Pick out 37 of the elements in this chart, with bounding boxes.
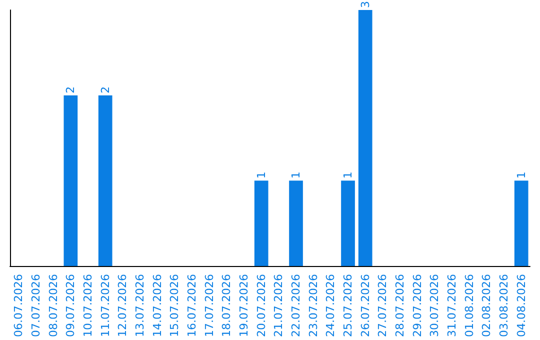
- x-tick-label: 07.07.2026: [30, 274, 42, 338]
- data-label: 1: [254, 172, 268, 179]
- x-tick-label: 13.07.2026: [134, 274, 146, 338]
- x-tick-label: 14.07.2026: [150, 274, 164, 338]
- data-label: 2: [98, 86, 112, 94]
- data-label: 2: [64, 86, 78, 94]
- x-tick-label: 08.07.2026: [46, 274, 60, 338]
- data-label: 3: [358, 1, 372, 8]
- x-tick-label: 18.07.2026: [220, 274, 234, 338]
- x-tick-label: 21.07.2026: [272, 274, 286, 338]
- x-tick-label: 31.07.2026: [446, 274, 458, 338]
- x-tick-label: 01.08.2026: [462, 274, 476, 338]
- x-tick-label: 22.07.2026: [290, 274, 302, 338]
- data-label: 1: [342, 172, 354, 179]
- x-tick-label: 27.07.2026: [376, 274, 390, 338]
- x-tick-label: 30.07.2026: [428, 274, 442, 338]
- x-tick-label: 15.07.2026: [168, 274, 182, 338]
- x-tick-label: 24.07.2026: [324, 274, 338, 338]
- data-label: 1: [290, 172, 302, 179]
- x-tick-label: 12.07.2026: [116, 274, 130, 338]
- x-tick-label: 26.07.2026: [358, 274, 372, 338]
- data-label: 1: [514, 172, 528, 179]
- x-tick-label: 17.07.2026: [202, 274, 216, 338]
- x-tick-label: 09.07.2026: [64, 274, 78, 338]
- x-tick-label: 19.07.2026: [238, 274, 250, 338]
- x-tick-label: 16.07.2026: [186, 274, 198, 338]
- x-tick-label: 29.07.2026: [410, 274, 424, 338]
- x-tick-label: 06.07.2026: [12, 274, 26, 338]
- x-tick-label: 03.08.2026: [498, 274, 510, 338]
- x-tick-label: 28.07.2026: [394, 274, 406, 338]
- x-tick-label: 02.08.2026: [480, 274, 494, 338]
- x-tick-label: 11.07.2026: [98, 274, 112, 338]
- x-tick-label: 04.08.2026: [514, 274, 528, 338]
- x-tick-label: 10.07.2026: [82, 274, 94, 338]
- x-tick-label: 20.07.2026: [254, 274, 268, 338]
- x-tick-label: 23.07.2026: [306, 274, 320, 338]
- x-tick-label: 25.07.2026: [342, 274, 354, 338]
